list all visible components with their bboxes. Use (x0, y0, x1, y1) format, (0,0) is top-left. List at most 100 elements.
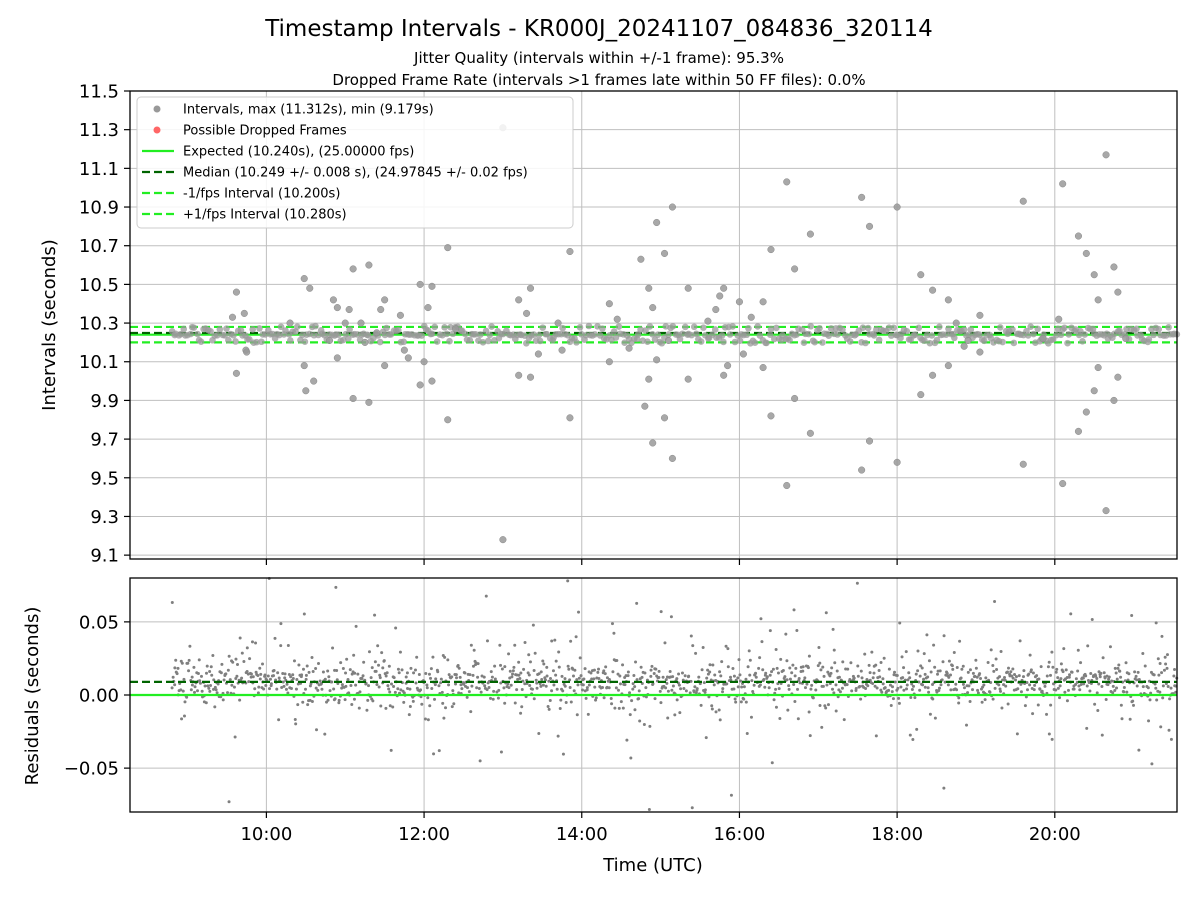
residual-point (768, 673, 772, 677)
residual-point (630, 699, 634, 703)
residual-point (548, 677, 552, 681)
legend-intervals-label: Intervals, max (11.312s), min (9.179s) (183, 103, 434, 118)
residual-point (832, 648, 836, 652)
interval-point (911, 331, 919, 338)
residual-point (224, 672, 228, 676)
interval-outlier-point (416, 381, 424, 389)
residual-point (942, 634, 946, 638)
residual-point (515, 688, 519, 692)
residual-point (277, 676, 281, 680)
residual-point (352, 697, 356, 701)
interval-point (642, 327, 649, 334)
residual-point (898, 621, 902, 625)
residual-point (296, 703, 300, 707)
residual-point (902, 666, 906, 670)
residual-point (841, 660, 845, 664)
residual-point (212, 678, 216, 682)
residual-point (959, 676, 963, 680)
interval-point (1155, 325, 1163, 333)
residual-point (349, 684, 353, 688)
residual-point (423, 717, 427, 721)
residual-point (601, 686, 604, 690)
residual-point (1089, 671, 1093, 675)
residual-point (1056, 676, 1060, 680)
residual-point (568, 678, 572, 682)
residual-point (409, 666, 413, 670)
residual-point (579, 674, 583, 678)
residual-point (906, 678, 910, 682)
interval-outlier-point (1055, 315, 1063, 323)
interval-point (915, 324, 923, 332)
residual-point (384, 674, 388, 678)
interval-outlier-point (1059, 180, 1067, 188)
residual-point (901, 676, 905, 680)
interval-point (942, 331, 950, 338)
interval-point (1145, 336, 1153, 343)
residual-point (303, 687, 307, 691)
interval-outlier-point (720, 284, 728, 292)
residual-point (335, 678, 339, 682)
residual-point (456, 663, 460, 667)
residual-point (408, 705, 412, 709)
residual-point (1018, 639, 1022, 643)
residual-point (738, 673, 742, 677)
residual-point (671, 684, 675, 688)
residual-point (475, 686, 479, 690)
residual-point (344, 671, 348, 675)
residual-point (231, 660, 235, 664)
residual-point (786, 708, 790, 712)
residual-point (176, 666, 180, 670)
residual-point (844, 667, 848, 671)
residual-point (310, 700, 314, 703)
residual-point (695, 687, 699, 691)
interval-point (1061, 324, 1068, 332)
residual-point (788, 677, 792, 681)
residual-point (465, 686, 469, 690)
residual-point (637, 689, 641, 693)
interval-point (223, 325, 230, 332)
residual-point (1124, 661, 1128, 665)
residual-point (597, 677, 601, 681)
residual-point (763, 685, 767, 689)
interval-outlier-point (357, 319, 365, 327)
residual-point (666, 716, 670, 720)
residual-point (337, 701, 341, 705)
residual-point (436, 670, 440, 674)
residual-point (498, 643, 502, 647)
residual-point (617, 706, 621, 710)
residual-point (1161, 696, 1165, 700)
residual-point (376, 644, 380, 648)
intervals-scatter (168, 124, 1181, 544)
residual-point (711, 663, 715, 667)
residual-point (485, 639, 489, 643)
residual-point (1143, 664, 1147, 668)
residual-point (1081, 676, 1085, 680)
residual-point (594, 696, 598, 700)
residual-point (583, 667, 587, 671)
interval-point (287, 337, 294, 344)
residual-point (1114, 671, 1118, 675)
residual-point (500, 667, 504, 671)
residual-point (1152, 673, 1156, 677)
residual-point (774, 687, 778, 691)
intervals-y-tick-label: 11.1 (79, 159, 119, 180)
residual-point (705, 676, 709, 680)
residual-point (1070, 670, 1074, 674)
residual-point (528, 660, 532, 664)
residual-point (170, 686, 174, 690)
residual-point (503, 665, 507, 669)
residual-point (404, 675, 408, 679)
residual-point (576, 683, 580, 687)
interval-outlier-point (1114, 373, 1122, 381)
interval-outlier-point (739, 350, 747, 358)
residual-point (793, 674, 797, 678)
residual-point (544, 684, 548, 688)
residual-point (367, 650, 371, 654)
residual-point (301, 700, 305, 704)
residual-point (447, 683, 451, 687)
residual-point (1094, 674, 1098, 678)
residual-point (679, 687, 683, 691)
residuals-y-tick-label: 0.05 (79, 612, 119, 633)
residual-point (528, 684, 532, 687)
residual-point (1047, 660, 1051, 664)
